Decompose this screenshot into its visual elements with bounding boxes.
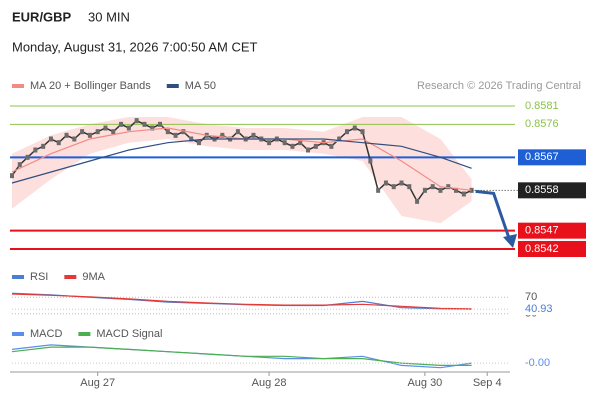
datetime: Monday, August 31, 2026 7:00:50 AM CET [12,39,258,54]
x-tick-label: Sep 4 [473,377,502,389]
candle [173,132,178,138]
candle [196,140,201,146]
candle [189,136,194,142]
current-value-label: -0.00 [525,357,550,369]
candle [422,187,427,193]
candle [134,118,139,124]
candle [48,136,53,142]
level-label: 0.8576 [525,118,559,130]
candle [87,132,92,138]
candle [368,158,373,164]
legend-swatch [12,332,24,336]
candle [438,187,443,193]
current-label-box [518,182,586,199]
candle [72,136,77,142]
candle [313,143,318,149]
series-line [11,138,472,184]
candle [329,143,334,149]
level-label: 0.8547 [525,225,559,237]
legend-swatch [78,332,91,336]
candle [383,180,388,186]
x-tick-label: Aug 30 [407,377,442,389]
candle [306,147,311,153]
candle [454,187,459,193]
level-label: 0.8542 [525,243,559,255]
forecast-arrowhead [503,234,517,248]
legend-swatch [166,84,179,88]
legend-swatch [12,84,24,88]
current-label-bg [522,303,562,316]
level-label: 0.8581 [525,100,559,112]
candle [290,143,295,149]
level-label-box [518,241,586,257]
candle [158,121,163,127]
candle [119,121,124,127]
candle [10,173,14,179]
legend-swatch [64,275,77,279]
level-label: 0.8567 [525,151,559,163]
candle [298,140,303,146]
candle [33,147,38,153]
candle [41,143,46,149]
candle [267,140,272,146]
candle [95,129,100,135]
legend-label: RSI [30,271,48,283]
bollinger-band [12,117,472,224]
candle [337,136,342,142]
legend-label: MACD [30,328,62,340]
series-line [11,293,472,310]
candle [360,129,365,135]
candle [391,184,396,190]
forecast-arrow [475,189,512,242]
legend-label: MA 50 [185,80,216,92]
legend-swatch [12,275,24,279]
candle [461,191,466,197]
candle [352,125,357,131]
candle [142,121,147,127]
candle [150,125,155,131]
symbol: EUR/GBP [12,9,72,24]
candle [407,184,412,190]
candle [25,154,30,160]
candle [376,187,381,193]
candle [399,180,404,186]
candle [251,132,256,138]
y-tick-label: 70 [525,291,537,303]
x-tick-label: Aug 27 [80,377,115,389]
current-value-label: 40.93 [525,303,553,315]
series-line [11,346,472,366]
candle [103,125,108,131]
candle [56,140,61,146]
candle [430,184,435,190]
credit: Research © 2026 Trading Central [417,80,581,92]
candle [111,129,116,135]
current-label: 0.8558 [525,184,559,196]
candle [344,129,349,135]
candle [64,132,69,138]
candle [415,198,420,204]
level-label-box [518,222,586,239]
candle [282,140,287,146]
candle [165,129,170,135]
candle [80,129,85,135]
candle [235,129,240,135]
interval: 30 MIN [88,9,130,24]
level-label-box [518,149,586,166]
legend-label: MACD Signal [96,328,162,340]
current-label-bg [522,357,562,370]
legend-label: 9MA [82,271,105,283]
candle [181,129,186,135]
legend-label: MA 20 + Bollinger Bands [30,80,151,92]
candle [446,184,451,190]
x-tick-label: Aug 28 [252,377,287,389]
candle [126,125,131,131]
candle [17,162,22,168]
candle [220,132,225,138]
